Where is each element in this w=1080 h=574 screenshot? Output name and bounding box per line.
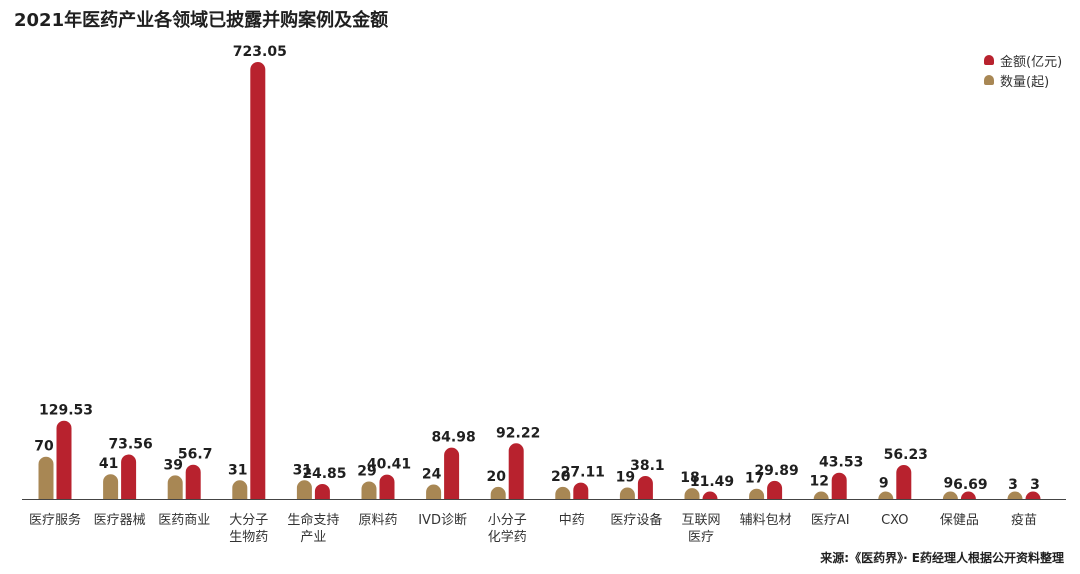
x-tick-label: IVD诊断: [418, 513, 467, 528]
x-tick-label: 原料药: [358, 513, 397, 528]
source-note: 来源:《医药界》· E药经理人根据公开资料整理: [820, 551, 1064, 565]
bar-count: [813, 491, 829, 499]
bar-amount: [121, 454, 137, 499]
legend-swatch-count: [984, 75, 994, 85]
x-tick-label: 化学药: [488, 529, 527, 545]
bar-amount: [767, 480, 783, 499]
bar-amount: [1025, 491, 1041, 499]
legend-label-amount: 金额(亿元): [1000, 54, 1063, 70]
bar-amount: [831, 472, 847, 499]
x-tick-label: 医疗AI: [811, 513, 850, 528]
x-tick-label: 生物药: [229, 530, 268, 545]
bar-count: [1007, 491, 1023, 499]
bar-amount: [896, 465, 912, 499]
x-tick-label: 医疗: [688, 530, 714, 545]
bar-amount: [573, 482, 589, 499]
legend-swatch-amount: [984, 55, 994, 65]
x-tick-label: 医疗器械: [94, 513, 146, 528]
x-tick-label: 生命支持: [287, 512, 339, 528]
data-label-amount: 56.23: [884, 447, 928, 463]
data-label-amount: 92.22: [496, 425, 540, 441]
x-tick-label: 小分子: [488, 513, 527, 528]
bar-count: [490, 486, 506, 499]
data-label-count: 29: [357, 463, 376, 479]
bar-amount: [56, 420, 72, 499]
data-label-count: 9: [944, 476, 954, 492]
x-tick-label: CXO: [881, 513, 908, 528]
x-tick-label: 疫苗: [1011, 512, 1037, 528]
bar-amount: [508, 443, 524, 499]
bar-count: [103, 474, 119, 499]
bar-amount: [250, 62, 266, 500]
legend-label-count: 数量(起): [1000, 74, 1050, 90]
x-tick-label: 医疗服务: [29, 512, 81, 528]
legend-item-count: 数量(起): [984, 70, 1062, 90]
data-label-count: 18: [680, 470, 699, 486]
bar-count: [555, 486, 571, 499]
bar-count: [232, 480, 248, 499]
data-label-count: 20: [551, 469, 571, 485]
data-label-amount: 38.1: [630, 458, 665, 474]
data-label-count: 70: [34, 439, 54, 455]
bar-count: [684, 488, 700, 499]
data-label-count: 31: [228, 462, 247, 478]
x-tick-label: 产业: [300, 530, 326, 545]
bar-amount: [960, 491, 976, 499]
bar-count: [426, 484, 442, 499]
data-label-amount: 29.89: [754, 463, 798, 479]
data-label-amount: 84.98: [431, 430, 475, 446]
data-label-amount: 723.05: [233, 44, 287, 60]
data-label-count: 31: [293, 462, 312, 478]
x-tick-label: 医药商业: [158, 513, 210, 528]
bar-amount: [379, 474, 395, 499]
bar-count: [942, 491, 958, 499]
bar-amount: [702, 491, 718, 499]
data-label-amount: 27.11: [561, 465, 605, 481]
bar-amount: [185, 464, 201, 499]
data-label-amount: 24.85: [302, 466, 346, 482]
data-label-count: 3: [1008, 477, 1018, 493]
data-label-amount: 43.53: [819, 455, 863, 471]
data-label-amount: 73.56: [108, 437, 152, 453]
data-label-amount: 56.7: [178, 447, 213, 463]
data-label-amount: 6.69: [953, 477, 988, 493]
data-label-count: 12: [809, 474, 828, 490]
chart-legend: 金额(亿元) 数量(起): [984, 50, 1062, 90]
bar-count: [361, 481, 377, 499]
legend-item-amount: 金额(亿元): [984, 50, 1062, 70]
x-tick-label: 大分子: [229, 513, 268, 528]
data-label-amount: 129.53: [39, 403, 93, 419]
data-label-count: 20: [486, 469, 506, 485]
x-tick-label: 互联网: [681, 513, 720, 528]
bar-count: [38, 456, 54, 499]
bar-amount: [444, 447, 460, 499]
data-label-count: 41: [99, 456, 118, 472]
bar-count: [749, 488, 765, 499]
bar-count: [296, 480, 312, 499]
data-label-amount: 3: [1030, 477, 1040, 493]
x-tick-label: 中药: [559, 513, 585, 528]
bar-count: [878, 491, 894, 499]
x-tick-label: 医疗设备: [610, 512, 662, 528]
data-label-amount: 11.49: [690, 474, 734, 490]
data-label-count: 24: [422, 466, 442, 482]
data-label-count: 9: [879, 476, 889, 492]
data-label-count: 19: [616, 470, 635, 486]
bar-count: [619, 487, 635, 499]
x-tick-label: 保健品: [940, 513, 979, 528]
data-label-amount: 40.41: [367, 457, 411, 473]
data-label-count: 17: [745, 471, 764, 487]
x-tick-label: 辅料包材: [740, 513, 792, 528]
bar-amount: [314, 483, 330, 499]
bar-amount: [637, 475, 653, 499]
chart-title: 2021年医药产业各领域已披露并购案例及金额: [14, 10, 389, 31]
data-label-count: 39: [163, 457, 182, 473]
bar-count: [167, 475, 183, 499]
